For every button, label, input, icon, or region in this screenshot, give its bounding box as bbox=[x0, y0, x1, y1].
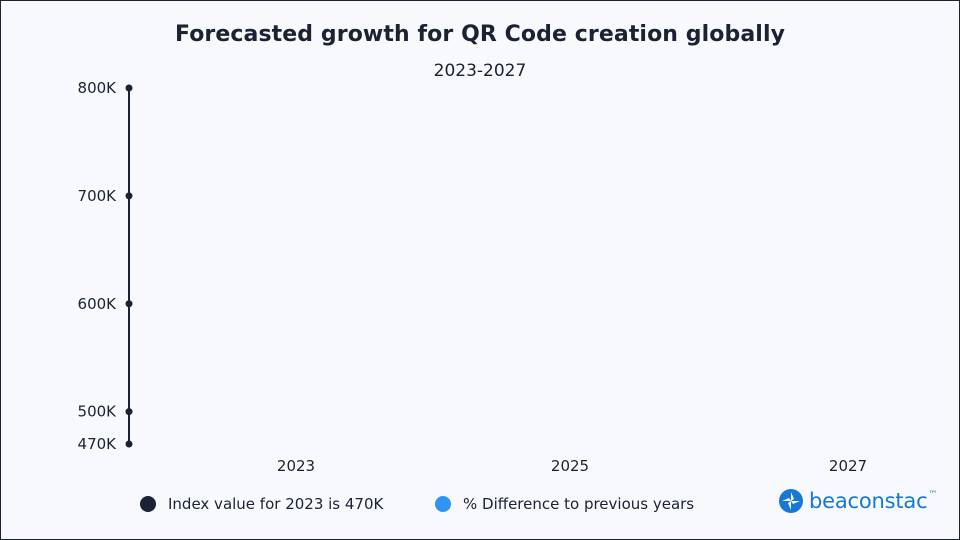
x-tick-label: 2023 bbox=[277, 457, 315, 475]
y-tick-marker bbox=[125, 192, 133, 200]
y-tick-marker bbox=[125, 408, 133, 416]
y-tick-label: 600K bbox=[78, 295, 118, 313]
y-tick-marker bbox=[125, 84, 133, 92]
y-tick-marker bbox=[125, 300, 133, 308]
x-axis: 2023 2025 2027 bbox=[277, 457, 867, 475]
legend-item-difference: % Difference to previous years bbox=[435, 493, 694, 515]
chart-title: Forecasted growth for QR Code creation g… bbox=[174, 22, 786, 47]
y-tick-label: 470K bbox=[78, 435, 118, 453]
brand-trademark: ™ bbox=[928, 490, 938, 500]
legend-marker-difference bbox=[435, 496, 451, 512]
beaconstac-icon bbox=[779, 489, 803, 513]
brand-logo: beaconstac ™ bbox=[778, 488, 937, 514]
legend-label-difference: % Difference to previous years bbox=[463, 495, 695, 513]
legend-item-index: Index value for 2023 is 470K bbox=[140, 493, 383, 515]
legend-marker-index bbox=[140, 496, 156, 512]
y-axis: 800K 700K 600K 500K 470K bbox=[78, 79, 133, 453]
x-tick-label: 2025 bbox=[551, 457, 589, 475]
brand-name: beaconstac bbox=[809, 489, 928, 513]
chart-subtitle: 2023-2027 bbox=[433, 61, 527, 81]
y-tick-label: 800K bbox=[78, 79, 118, 97]
y-tick-marker bbox=[125, 440, 133, 448]
legend-label-index: Index value for 2023 is 470K bbox=[168, 495, 384, 513]
x-tick-label: 2027 bbox=[829, 457, 867, 475]
y-tick-label: 700K bbox=[78, 187, 118, 205]
y-tick-label: 500K bbox=[78, 403, 118, 421]
